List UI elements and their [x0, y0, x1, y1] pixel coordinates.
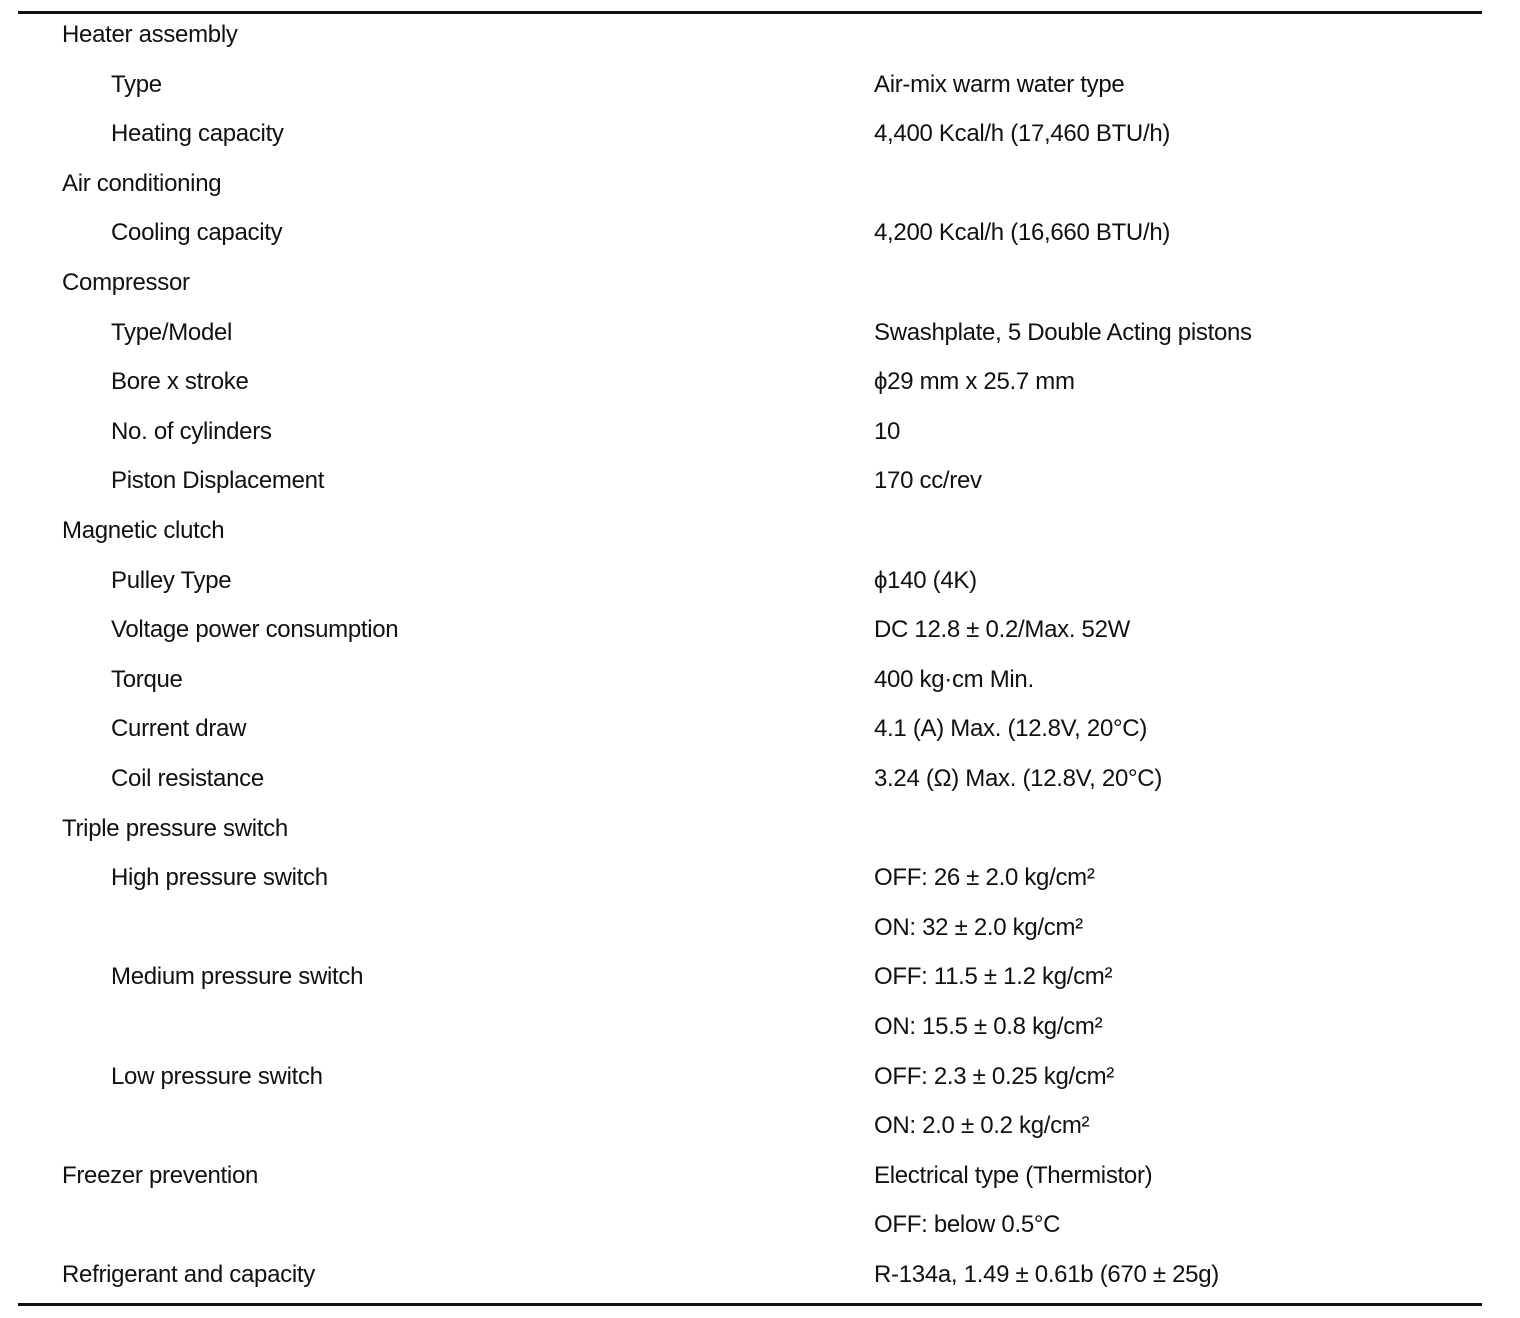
spec-value: Electrical type (Thermistor): [874, 1161, 1153, 1189]
spec-sub-label: High pressure switch: [111, 864, 328, 892]
spec-row: Current draw 4.1 (A) Max. (12.8V, 20°C): [0, 709, 1520, 749]
spec-value: 4,200 Kcal/h (16,660 BTU/h): [874, 219, 1171, 247]
spec-row: ON: 15.5 ± 0.8 kg/cm²: [0, 1007, 1520, 1047]
spec-sub-label: Bore x stroke: [111, 368, 249, 396]
spec-row: Refrigerant and capacity R-134a, 1.49 ± 0…: [0, 1255, 1520, 1295]
spec-value: ON: 15.5 ± 0.8 kg/cm²: [874, 1013, 1103, 1040]
spec-row: Piston Displacement 170 cc/rev: [0, 461, 1520, 501]
spec-sub-label: Medium pressure switch: [111, 963, 364, 991]
spec-sub-label: Piston Displacement: [111, 467, 325, 495]
spec-sub-label: Low pressure switch: [111, 1062, 323, 1090]
spec-row: No. of cylinders 10: [0, 412, 1520, 452]
spec-row: Type/Model Swashplate, 5 Double Acting pi…: [0, 313, 1520, 353]
spec-sub-label: Heating capacity: [111, 120, 284, 148]
spec-row: High pressure switch OFF: 26 ± 2.0 kg/cm²: [0, 858, 1520, 898]
spec-row: OFF: below 0.5°C: [0, 1205, 1520, 1245]
spec-section-label: Compressor: [62, 269, 190, 296]
spec-row: Torque 400 kg·cm Min.: [0, 660, 1520, 700]
spec-section-label: Air conditioning: [62, 169, 222, 197]
spec-value: OFF: 2.3 ± 0.25 kg/cm²: [874, 1062, 1114, 1090]
spec-section-label: Magnetic clutch: [62, 517, 225, 544]
spec-value: ON: 2.0 ± 0.2 kg/cm²: [874, 1112, 1090, 1140]
spec-row: Pulley Type ϕ140 (4K): [0, 561, 1520, 601]
spec-sub-label: Pulley Type: [111, 566, 232, 594]
spec-sub-label: Torque: [111, 665, 183, 693]
spec-row: Coil resistance 3.24 (Ω) Max. (12.8V, 20°…: [0, 759, 1520, 799]
spec-row: Medium pressure switch OFF: 11.5 ± 1.2 kg…: [0, 957, 1520, 997]
spec-value: OFF: below 0.5°C: [874, 1211, 1061, 1239]
spec-value: 10: [874, 417, 901, 445]
top-rule: [18, 11, 1482, 14]
spec-value: OFF: 26 ± 2.0 kg/cm²: [874, 864, 1095, 892]
spec-row: Heater assembly: [0, 15, 1520, 55]
spec-sub-label: Cooling capacity: [111, 219, 283, 247]
spec-row: Low pressure switch OFF: 2.3 ± 0.25 kg/cm…: [0, 1057, 1520, 1097]
spec-row: ON: 32 ± 2.0 kg/cm²: [0, 908, 1520, 948]
spec-value: 170 cc/rev: [874, 467, 982, 495]
spec-row: Type Air-mix warm water type: [0, 65, 1520, 105]
spec-row: Bore x stroke ϕ29 mm x 25.7 mm: [0, 362, 1520, 402]
spec-sub-label: Type: [111, 70, 162, 98]
spec-row: Magnetic clutch: [0, 511, 1520, 551]
spec-row: ON: 2.0 ± 0.2 kg/cm²: [0, 1106, 1520, 1146]
spec-row: Heating capacity 4,400 Kcal/h (17,460 BTU…: [0, 114, 1520, 154]
spec-row: Air conditioning: [0, 164, 1520, 204]
spec-value: R-134a, 1.49 ± 0.61b (670 ± 25g): [874, 1261, 1219, 1288]
spec-row: Voltage power consumption DC 12.8 ± 0.2/M…: [0, 610, 1520, 650]
spec-value: DC 12.8 ± 0.2/Max. 52W: [874, 616, 1131, 644]
spec-value: Swashplate, 5 Double Acting pistons: [874, 318, 1252, 346]
spec-value: 3.24 (Ω) Max. (12.8V, 20°C): [874, 765, 1163, 792]
spec-value: 4,400 Kcal/h (17,460 BTU/h): [874, 120, 1171, 148]
spec-sub-label: Type/Model: [111, 318, 233, 346]
spec-sub-label: Voltage power consumption: [111, 616, 399, 644]
spec-section-label: Freezer prevention: [62, 1161, 259, 1189]
spec-row: Compressor: [0, 263, 1520, 303]
spec-value: 400 kg·cm Min.: [874, 665, 1034, 693]
spec-section-label: Heater assembly: [62, 21, 238, 48]
spec-row: Cooling capacity 4,200 Kcal/h (16,660 BTU…: [0, 213, 1520, 253]
spec-value: 4.1 (A) Max. (12.8V, 20°C): [874, 715, 1148, 743]
spec-value: ϕ29 mm x 25.7 mm: [874, 368, 1075, 396]
spec-section-label: Refrigerant and capacity: [62, 1261, 315, 1288]
spec-sub-label: No. of cylinders: [111, 417, 272, 445]
spec-value: ON: 32 ± 2.0 kg/cm²: [874, 913, 1083, 941]
spec-section-label: Triple pressure switch: [62, 814, 288, 842]
spec-value: Air-mix warm water type: [874, 70, 1125, 98]
bottom-rule: [18, 1303, 1482, 1306]
spec-row: Triple pressure switch: [0, 809, 1520, 849]
spec-value: OFF: 11.5 ± 1.2 kg/cm²: [874, 963, 1113, 991]
spec-row: Freezer prevention Electrical type (Therm…: [0, 1156, 1520, 1196]
spec-sub-label: Coil resistance: [111, 765, 264, 792]
spec-value: ϕ140 (4K): [874, 566, 977, 594]
spec-sub-label: Current draw: [111, 715, 247, 743]
